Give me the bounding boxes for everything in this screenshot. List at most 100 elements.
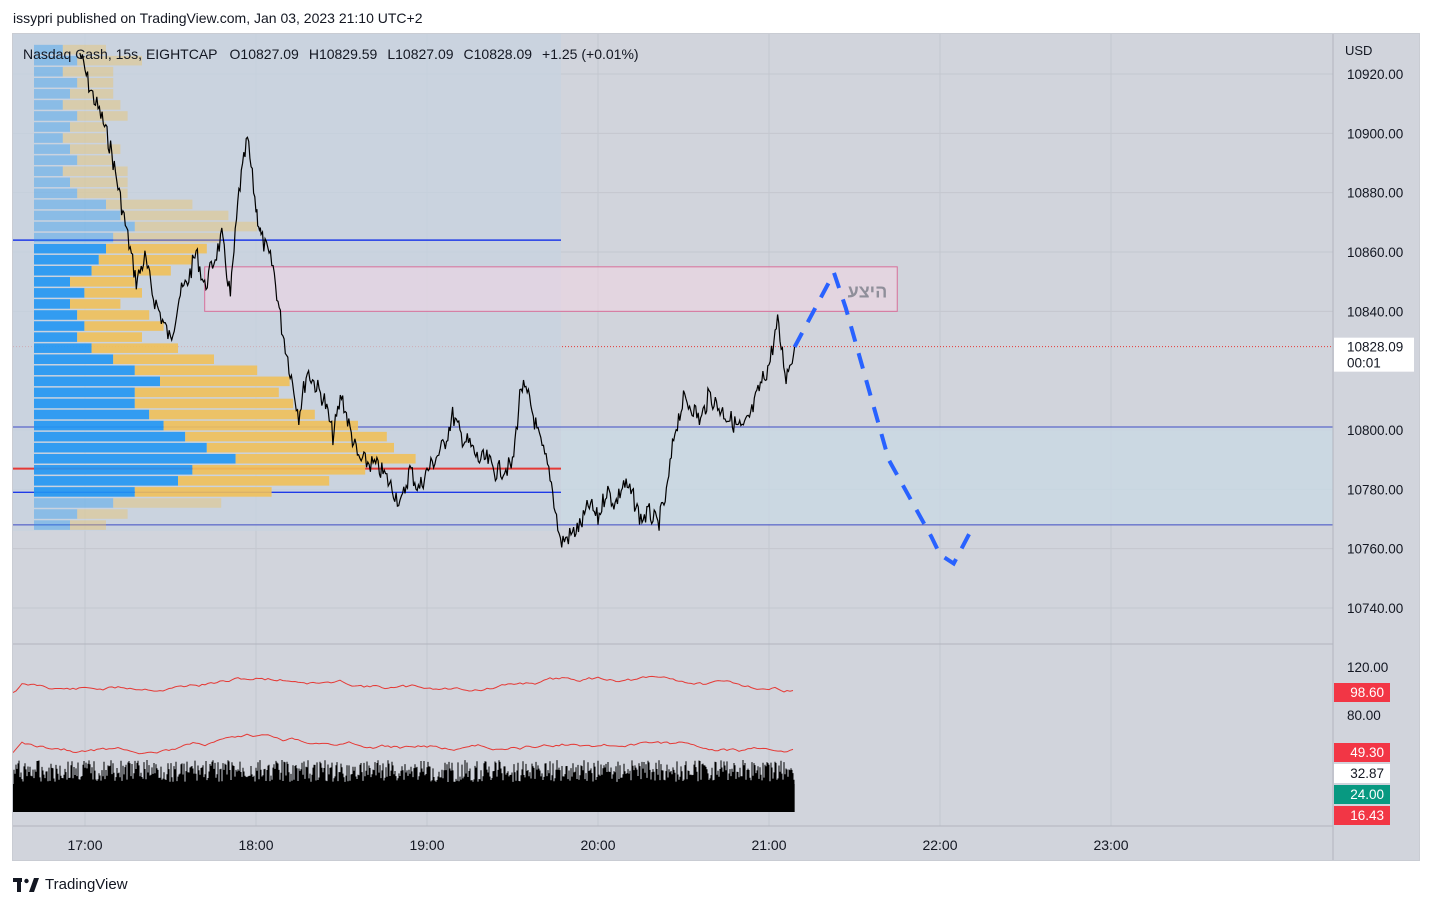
- profile-bar-sell: [70, 144, 121, 154]
- x-tick-label: 19:00: [409, 837, 444, 853]
- price-series-line: [79, 52, 796, 548]
- profile-bar-sell: [77, 55, 142, 66]
- profile-bar-buy: [34, 365, 135, 376]
- profile-bar-buy: [34, 265, 92, 276]
- profile-bar-sell: [113, 498, 222, 508]
- profile-bar-sell: [70, 122, 106, 132]
- profile-bar-buy: [34, 409, 150, 420]
- x-tick-label: 18:00: [238, 837, 273, 853]
- profile-bar-buy: [34, 221, 135, 232]
- profile-bar-sell: [163, 420, 358, 431]
- profile-bar-sell: [106, 199, 193, 210]
- y-tick-label: 10760.00: [1347, 542, 1403, 557]
- x-tick-label: 21:00: [751, 837, 786, 853]
- currency-label: USD: [1345, 43, 1372, 58]
- profile-bar-sell: [134, 398, 294, 409]
- last-price-label: 10828.09: [1347, 340, 1403, 355]
- zone-label: היצע: [848, 281, 888, 301]
- profile-bar-buy: [34, 133, 63, 143]
- profile-bar-sell: [91, 343, 178, 353]
- profile-bar-sell: [91, 265, 171, 276]
- profile-bar-sell: [134, 221, 258, 232]
- indicator-value-badge: [1334, 764, 1390, 783]
- chart-header: Nasdaq Cash, 15s, EIGHTCAP O10827.09 H1082…: [23, 46, 639, 62]
- profile-bar-buy: [34, 310, 78, 320]
- profile-bar-buy: [34, 177, 70, 188]
- profile-bar-buy: [34, 44, 63, 55]
- y-tick-label: 10880.00: [1347, 186, 1403, 201]
- oscillator-upper-line: [12, 675, 794, 693]
- indicator-pane: 120.00 80.00 98.60 49.30 32.87 24.00 16.43: [12, 660, 1390, 825]
- profile-bar-buy: [34, 354, 114, 365]
- profile-bar-sell: [134, 487, 272, 497]
- profile-bar-buy: [34, 111, 78, 121]
- indicator-value-label: 24.00: [1350, 787, 1384, 802]
- oscillator-last-badge: [1334, 683, 1390, 702]
- change-value: +1.25 (+0.01%): [542, 46, 639, 62]
- symbol-label[interactable]: Nasdaq Cash, 15s, EIGHTCAP: [23, 46, 218, 62]
- profile-bar-sell: [77, 188, 128, 199]
- profile-bar-sell: [77, 310, 150, 320]
- price-axis[interactable]: USD 10920.00 10900.00 10880.00 10860.00 10840…: [1334, 43, 1414, 616]
- profile-bar-buy: [34, 254, 99, 265]
- profile-bar-buy: [34, 288, 85, 298]
- price-chart[interactable]: היצע 120.00 80.00 98.60 49.30 32.87 24.00 16.4…: [12, 34, 1419, 860]
- profile-bar-buy: [34, 89, 70, 99]
- profile-bar-buy: [34, 166, 63, 177]
- y-tick-label: 10780.00: [1347, 482, 1403, 497]
- zone-rect[interactable]: [204, 266, 898, 312]
- oscillator-lower-line: [12, 733, 794, 755]
- y-tick-label: 10900.00: [1347, 126, 1403, 141]
- profile-bar-buy: [34, 398, 135, 409]
- x-tick-label: 20:00: [580, 837, 615, 853]
- profile-bar-sell: [235, 453, 416, 464]
- profile-bar-sell: [206, 442, 394, 453]
- indicator-value-label: 16.43: [1350, 808, 1384, 823]
- profile-bar-buy: [34, 299, 70, 309]
- countdown-label: 00:01: [1347, 356, 1381, 371]
- profile-bar-sell: [149, 409, 315, 420]
- profile-bar-buy: [34, 343, 92, 353]
- footer-brand[interactable]: TradingView: [45, 876, 128, 893]
- profile-bar-buy: [34, 188, 78, 199]
- profile-bar-sell: [77, 509, 128, 519]
- supply-zone: היצע: [204, 266, 898, 312]
- profile-bar-sell: [134, 365, 258, 376]
- profile-bar-sell: [62, 166, 128, 177]
- profile-bar-buy: [34, 55, 78, 66]
- profile-bar-buy: [34, 144, 70, 154]
- indicator-tick: 120.00: [1347, 660, 1388, 675]
- profile-bar-buy: [34, 122, 70, 132]
- profile-bar-sell: [178, 476, 330, 486]
- footer: TradingView: [13, 876, 128, 893]
- open-value: O10827.09: [230, 46, 299, 62]
- time-axis[interactable]: 17:00 18:00 19:00 20:00 21:00 22:00 23:00: [67, 837, 1128, 853]
- profile-bar-buy: [34, 431, 186, 442]
- profile-bar-sell: [106, 243, 207, 254]
- close-value: C10828.09: [464, 46, 533, 62]
- profile-bar-sell: [70, 277, 135, 287]
- profile-bar-sell: [113, 354, 214, 365]
- y-tick-label: 10740.00: [1347, 601, 1403, 616]
- profile-bar-buy: [34, 243, 106, 254]
- profile-bar-buy: [34, 199, 106, 210]
- chart-frame[interactable]: היצע 120.00 80.00 98.60 49.30 32.87 24.00 16.4…: [12, 33, 1420, 861]
- profile-bar-buy: [34, 487, 135, 497]
- profile-bar-sell: [185, 431, 387, 442]
- profile-bar-sell: [120, 210, 229, 221]
- profile-bar-buy: [34, 520, 70, 530]
- range-bg: [561, 427, 1333, 525]
- profile-bar-sell: [70, 299, 121, 309]
- y-tick-label: 10920.00: [1347, 67, 1403, 82]
- x-tick-label: 23:00: [1093, 837, 1128, 853]
- indicator-value-badge: [1334, 785, 1390, 804]
- oscillator-last-label: 98.60: [1350, 685, 1384, 700]
- profile-bar-buy: [34, 442, 207, 453]
- profile-bar-buy: [34, 498, 114, 508]
- profile-bar-buy: [34, 232, 114, 243]
- profile-bar-buy: [34, 387, 135, 398]
- profile-bar-sell: [62, 100, 121, 110]
- profile-bar-sell: [113, 232, 222, 243]
- profile-bar-buy: [34, 155, 78, 165]
- profile-bar-buy: [34, 332, 78, 342]
